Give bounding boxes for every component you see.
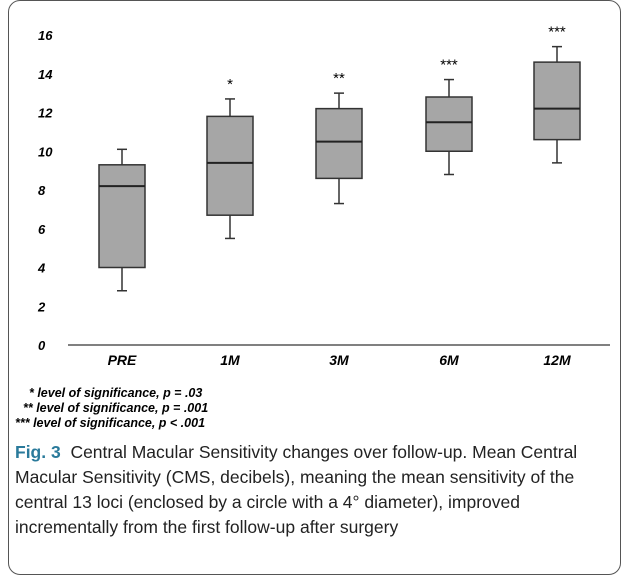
figure-label: Fig. 3	[15, 442, 61, 462]
significance-marker: **	[333, 70, 345, 87]
y-tick-label: 10	[38, 144, 53, 159]
y-tick-label: 14	[38, 67, 53, 82]
note-significance-3: *** level of significance, p < .001	[15, 416, 206, 430]
note-significance-2: ** level of significance, p = .001	[23, 401, 209, 415]
significance-notes: * level of significance, p = .03 ** leve…	[15, 386, 315, 431]
box-iqr	[206, 115, 254, 216]
x-tick-label: 3M	[329, 352, 349, 368]
y-tick-label: 8	[38, 183, 46, 198]
note-significance-1: * level of significance, p = .03	[29, 386, 203, 400]
y-tick-label: 4	[37, 261, 46, 276]
significance-marker: ***	[440, 57, 458, 74]
figure-frame	[8, 0, 621, 575]
x-tick-label: 6M	[439, 352, 459, 368]
significance-marker: ***	[548, 24, 566, 41]
boxplot-chart: 0 2 4 6 8 10 12 14 16 PRE * 1M ** 3M *** 6M *** 12M	[37, 24, 610, 368]
box-iqr	[315, 107, 363, 180]
y-tick-label: 2	[37, 299, 46, 314]
x-tick-label: 12M	[543, 352, 571, 368]
y-tick-label: 12	[38, 106, 53, 121]
x-tick-label: PRE	[108, 352, 137, 368]
significance-marker: *	[227, 76, 233, 93]
box-iqr	[533, 61, 581, 141]
y-tick-label: 0	[38, 338, 46, 353]
box-iqr	[98, 164, 146, 269]
y-tick-label: 16	[38, 28, 53, 43]
x-tick-label: 1M	[220, 352, 240, 368]
figure-caption: Fig. 3 Central Macular Sensitivity chang…	[15, 440, 615, 540]
figure-caption-text: Central Macular Sensitivity changes over…	[15, 442, 578, 537]
box-iqr	[425, 96, 473, 152]
y-tick-label: 6	[38, 222, 46, 237]
